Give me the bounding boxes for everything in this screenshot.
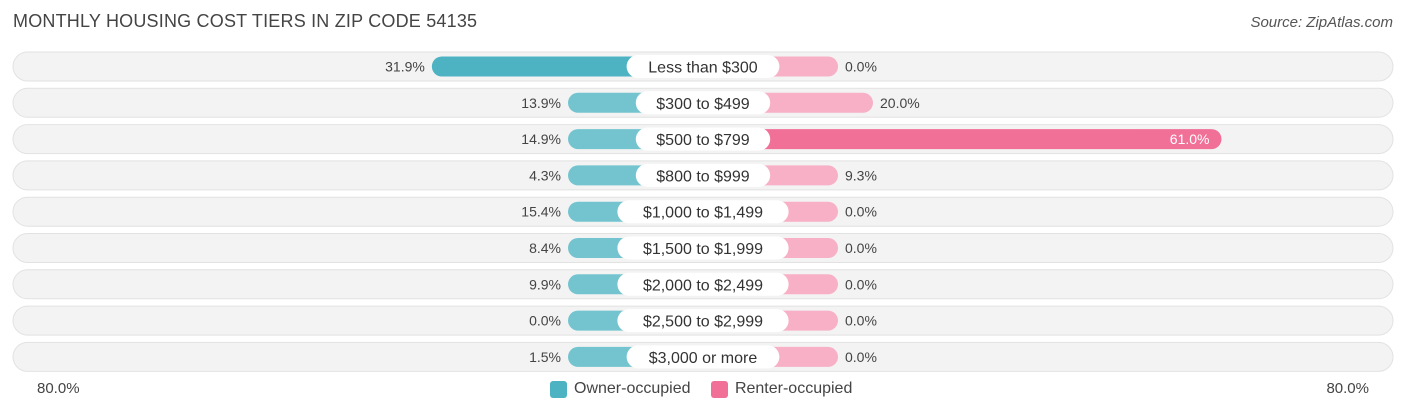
category-label: $500 to $799 <box>656 132 750 149</box>
category-label: $2,000 to $2,499 <box>643 277 763 294</box>
value-label-renter: 0.0% <box>845 349 877 365</box>
value-label-renter: 61.0% <box>1170 131 1210 147</box>
value-label-owner: 8.4% <box>529 240 561 256</box>
category-label: $300 to $499 <box>656 96 750 113</box>
value-label-renter: 9.3% <box>845 167 877 183</box>
category-pill <box>635 163 771 187</box>
value-label-owner: 31.9% <box>385 59 425 75</box>
legend-label-owner: Owner-occupied <box>574 380 691 397</box>
value-label-owner: 13.9% <box>521 95 561 111</box>
value-label-owner: 14.9% <box>521 131 561 147</box>
category-pill <box>617 200 789 224</box>
axis-left-label: 80.0% <box>37 380 80 397</box>
category-pill <box>626 345 780 369</box>
legend-swatch-renter <box>710 380 728 398</box>
category-label: $800 to $999 <box>656 168 750 185</box>
legend-swatch-owner <box>550 380 567 398</box>
category-pill <box>617 272 789 296</box>
value-label-owner: 1.5% <box>529 349 561 365</box>
category-label: $1,500 to $1,999 <box>643 241 763 258</box>
value-label-owner: 15.4% <box>521 204 561 220</box>
category-pill <box>635 91 771 115</box>
chart-source: Source: ZipAtlas.com <box>1250 14 1393 31</box>
category-label: $3,000 or more <box>649 350 758 367</box>
value-label-renter: 0.0% <box>845 59 877 75</box>
bar-renter <box>703 129 1222 150</box>
value-label-renter: 0.0% <box>845 204 877 220</box>
value-label-owner: 0.0% <box>529 313 561 329</box>
value-label-renter: 0.0% <box>845 240 877 256</box>
value-label-renter: 20.0% <box>880 95 920 111</box>
value-label-owner: 9.9% <box>529 276 561 292</box>
category-pill <box>635 127 771 151</box>
legend-item-owner: Owner-occupied <box>550 380 691 398</box>
value-label-renter: 0.0% <box>845 276 877 292</box>
axis-right-label: 80.0% <box>1326 380 1369 397</box>
legend: Owner-occupied Renter-occupied <box>550 380 868 403</box>
value-label-owner: 4.3% <box>529 167 561 183</box>
legend-label-renter: Renter-occupied <box>734 380 853 397</box>
chart-title: MONTHLY HOUSING COST TIERS IN ZIP CODE 5… <box>13 11 478 31</box>
category-pill <box>626 55 780 78</box>
category-pill <box>617 236 789 260</box>
category-label: $2,500 to $2,999 <box>643 314 763 331</box>
category-pill <box>617 309 789 333</box>
legend-item-renter: Renter-occupied <box>710 380 853 398</box>
category-label: Less than $300 <box>648 60 758 77</box>
value-label-renter: 0.0% <box>845 313 877 329</box>
category-label: $1,000 to $1,499 <box>643 205 763 222</box>
